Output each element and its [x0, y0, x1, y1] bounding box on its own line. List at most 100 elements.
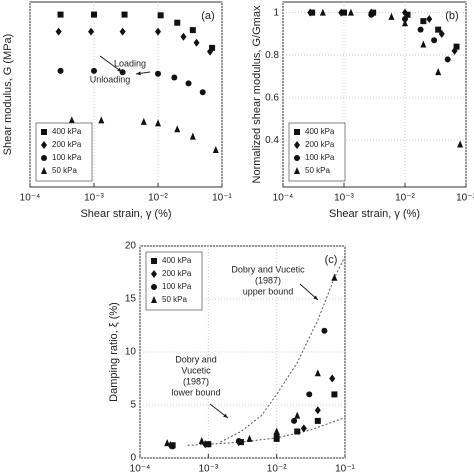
marker — [205, 441, 212, 448]
legend-label: 200 kPa — [162, 269, 192, 278]
bound-curve — [187, 417, 346, 446]
marker — [91, 11, 97, 18]
marker — [431, 37, 438, 44]
panel-label: (b) — [445, 10, 458, 22]
y-axis-label: Shear modulus, G (MPa) — [2, 34, 14, 156]
marker — [155, 70, 161, 77]
y-axis-label: Normalized shear modulus, G/Gmax — [251, 5, 263, 183]
marker — [174, 125, 181, 133]
annotation: Unloading — [90, 74, 131, 84]
marker — [291, 417, 298, 424]
y-tick-label: 0 — [130, 453, 136, 464]
x-tick-label: 10⁻¹ — [335, 464, 355, 474]
marker — [98, 116, 105, 124]
annotation: (1987) — [255, 275, 281, 285]
marker — [41, 141, 47, 149]
arrow-head — [313, 295, 318, 300]
x-tick-label: 10⁻⁴ — [273, 193, 294, 204]
x-tick-label: 10⁻² — [148, 193, 168, 204]
arrow-head — [117, 67, 122, 72]
plot-area — [29, 1, 223, 188]
marker — [294, 167, 300, 174]
marker — [55, 27, 62, 36]
x-tick-label: 10⁻⁴ — [20, 193, 41, 204]
annotation: Vucetic — [181, 365, 211, 375]
annotation: lower bound — [171, 387, 220, 397]
x-tick-label: 10⁻² — [267, 464, 287, 474]
legend-label: 400 kPa — [52, 127, 82, 136]
legend-label: 200 kPa — [305, 140, 335, 149]
marker — [235, 438, 242, 445]
x-tick-label: 10⁻⁴ — [130, 464, 151, 474]
annotation: upper bound — [243, 286, 294, 296]
marker — [57, 11, 64, 18]
arrow-head — [223, 413, 228, 418]
marker — [444, 56, 451, 63]
marker — [457, 140, 464, 148]
x-tick-label: 10⁻² — [395, 193, 415, 204]
x-axis-label: Shear strain, γ (%) — [80, 208, 171, 220]
marker — [91, 67, 97, 74]
marker — [404, 11, 411, 18]
y-axis-label: Damping ratio, ξ (%) — [108, 302, 120, 402]
marker — [451, 46, 458, 55]
marker — [294, 141, 300, 149]
marker — [198, 437, 205, 445]
marker — [57, 67, 64, 74]
x-tick-label: 10⁻³ — [334, 193, 354, 204]
marker — [171, 74, 178, 81]
panel-label: (c) — [325, 254, 338, 266]
marker — [185, 80, 192, 87]
marker — [155, 119, 161, 127]
y-tick-label: 0.4 — [265, 135, 279, 146]
marker — [321, 327, 328, 334]
marker — [306, 391, 313, 398]
annotation: Loading — [114, 58, 146, 68]
marker — [119, 27, 126, 36]
annotation: Dobry and — [175, 354, 217, 364]
marker — [151, 284, 157, 290]
marker — [319, 8, 326, 16]
marker — [329, 374, 336, 383]
marker — [314, 369, 321, 377]
legend-label: 100 kPa — [52, 153, 82, 162]
marker — [140, 117, 147, 125]
legend-label: 50 kPa — [162, 295, 187, 304]
marker — [314, 406, 321, 415]
marker — [199, 89, 206, 96]
panel: 10⁻⁴10⁻³10⁻²10⁻¹05101520Shear strain, γ … — [108, 241, 356, 474]
marker — [435, 68, 442, 76]
marker — [121, 11, 128, 18]
marker — [347, 8, 354, 16]
marker — [402, 8, 408, 17]
marker — [402, 16, 408, 23]
marker — [174, 19, 181, 26]
marker — [155, 27, 161, 36]
legend-label: 200 kPa — [52, 140, 82, 149]
marker — [88, 27, 95, 36]
x-tick-label: 10⁻³ — [84, 193, 104, 204]
marker — [341, 9, 347, 16]
marker — [331, 391, 338, 398]
x-tick-label: 10⁻¹ — [212, 193, 232, 204]
marker — [420, 40, 427, 48]
x-axis-label: Shear strain, γ (%) — [329, 208, 420, 220]
marker — [300, 424, 307, 433]
marker — [453, 43, 460, 50]
y-tick-label: 0.6 — [265, 92, 279, 103]
marker — [151, 258, 157, 264]
y-tick-label: 10 — [125, 347, 137, 358]
marker — [294, 129, 300, 135]
marker — [294, 155, 300, 161]
legend-label: 400 kPa — [305, 127, 335, 136]
marker — [417, 26, 424, 33]
legend-label: 50 kPa — [305, 166, 330, 175]
y-tick-label: 0.8 — [265, 50, 279, 61]
panel-label: (a) — [201, 10, 214, 22]
y-tick-label: 15 — [125, 294, 137, 305]
marker — [164, 439, 171, 447]
marker — [435, 26, 442, 33]
marker — [209, 44, 216, 51]
y-tick-label: 20 — [125, 241, 137, 252]
